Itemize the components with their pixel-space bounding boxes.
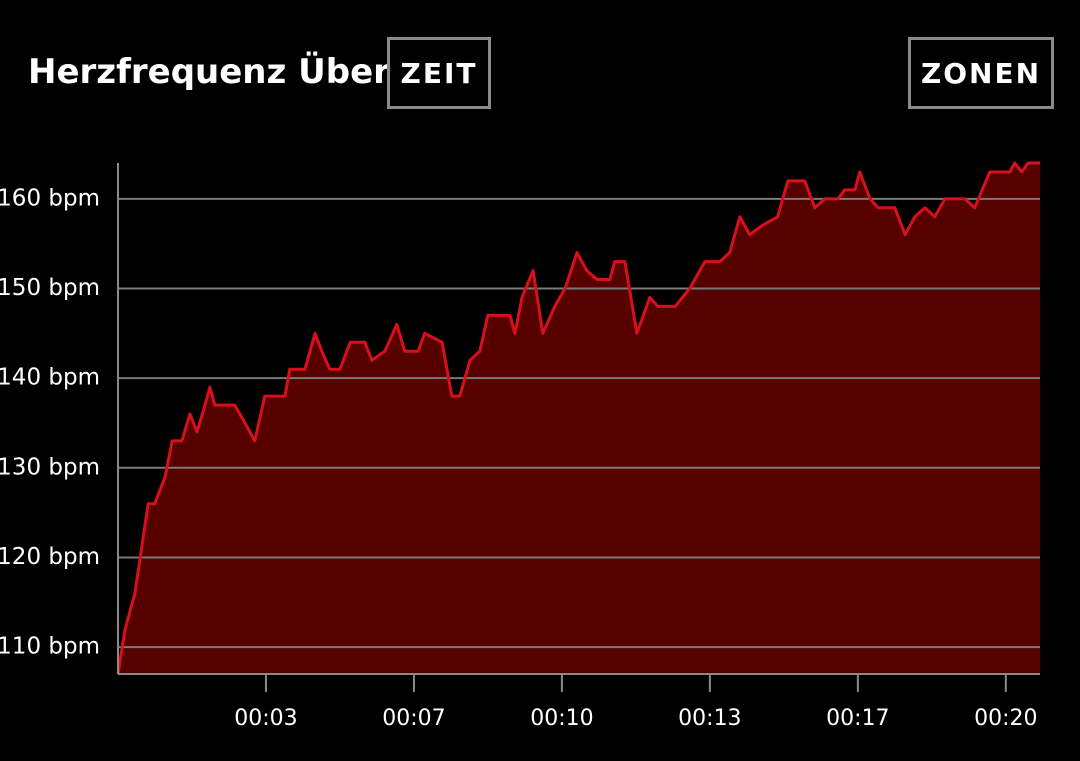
- x-tick-label: 00:13: [678, 706, 741, 731]
- y-tick-label: 140 bpm: [0, 365, 100, 391]
- zeit-button[interactable]: ZEIT: [387, 37, 491, 109]
- y-tick-label: 130 bpm: [0, 454, 100, 480]
- x-tick-label: 00:07: [382, 706, 445, 731]
- area: [118, 163, 1040, 674]
- y-tick-label: 110 bpm: [0, 634, 100, 660]
- y-tick-label: 120 bpm: [0, 544, 100, 570]
- zonen-button[interactable]: ZONEN: [908, 37, 1054, 109]
- x-tick-label: 00:10: [530, 706, 593, 731]
- x-tick-label: 00:03: [234, 706, 297, 731]
- title: Herzfrequenz Über: [28, 52, 390, 92]
- x-tick-label: 00:17: [826, 706, 889, 731]
- y-tick-label: 150 bpm: [0, 275, 100, 301]
- y-tick-label: 160 bpm: [0, 185, 100, 211]
- line: [116, 161, 1040, 675]
- x-tick-label: 00:20: [974, 706, 1037, 731]
